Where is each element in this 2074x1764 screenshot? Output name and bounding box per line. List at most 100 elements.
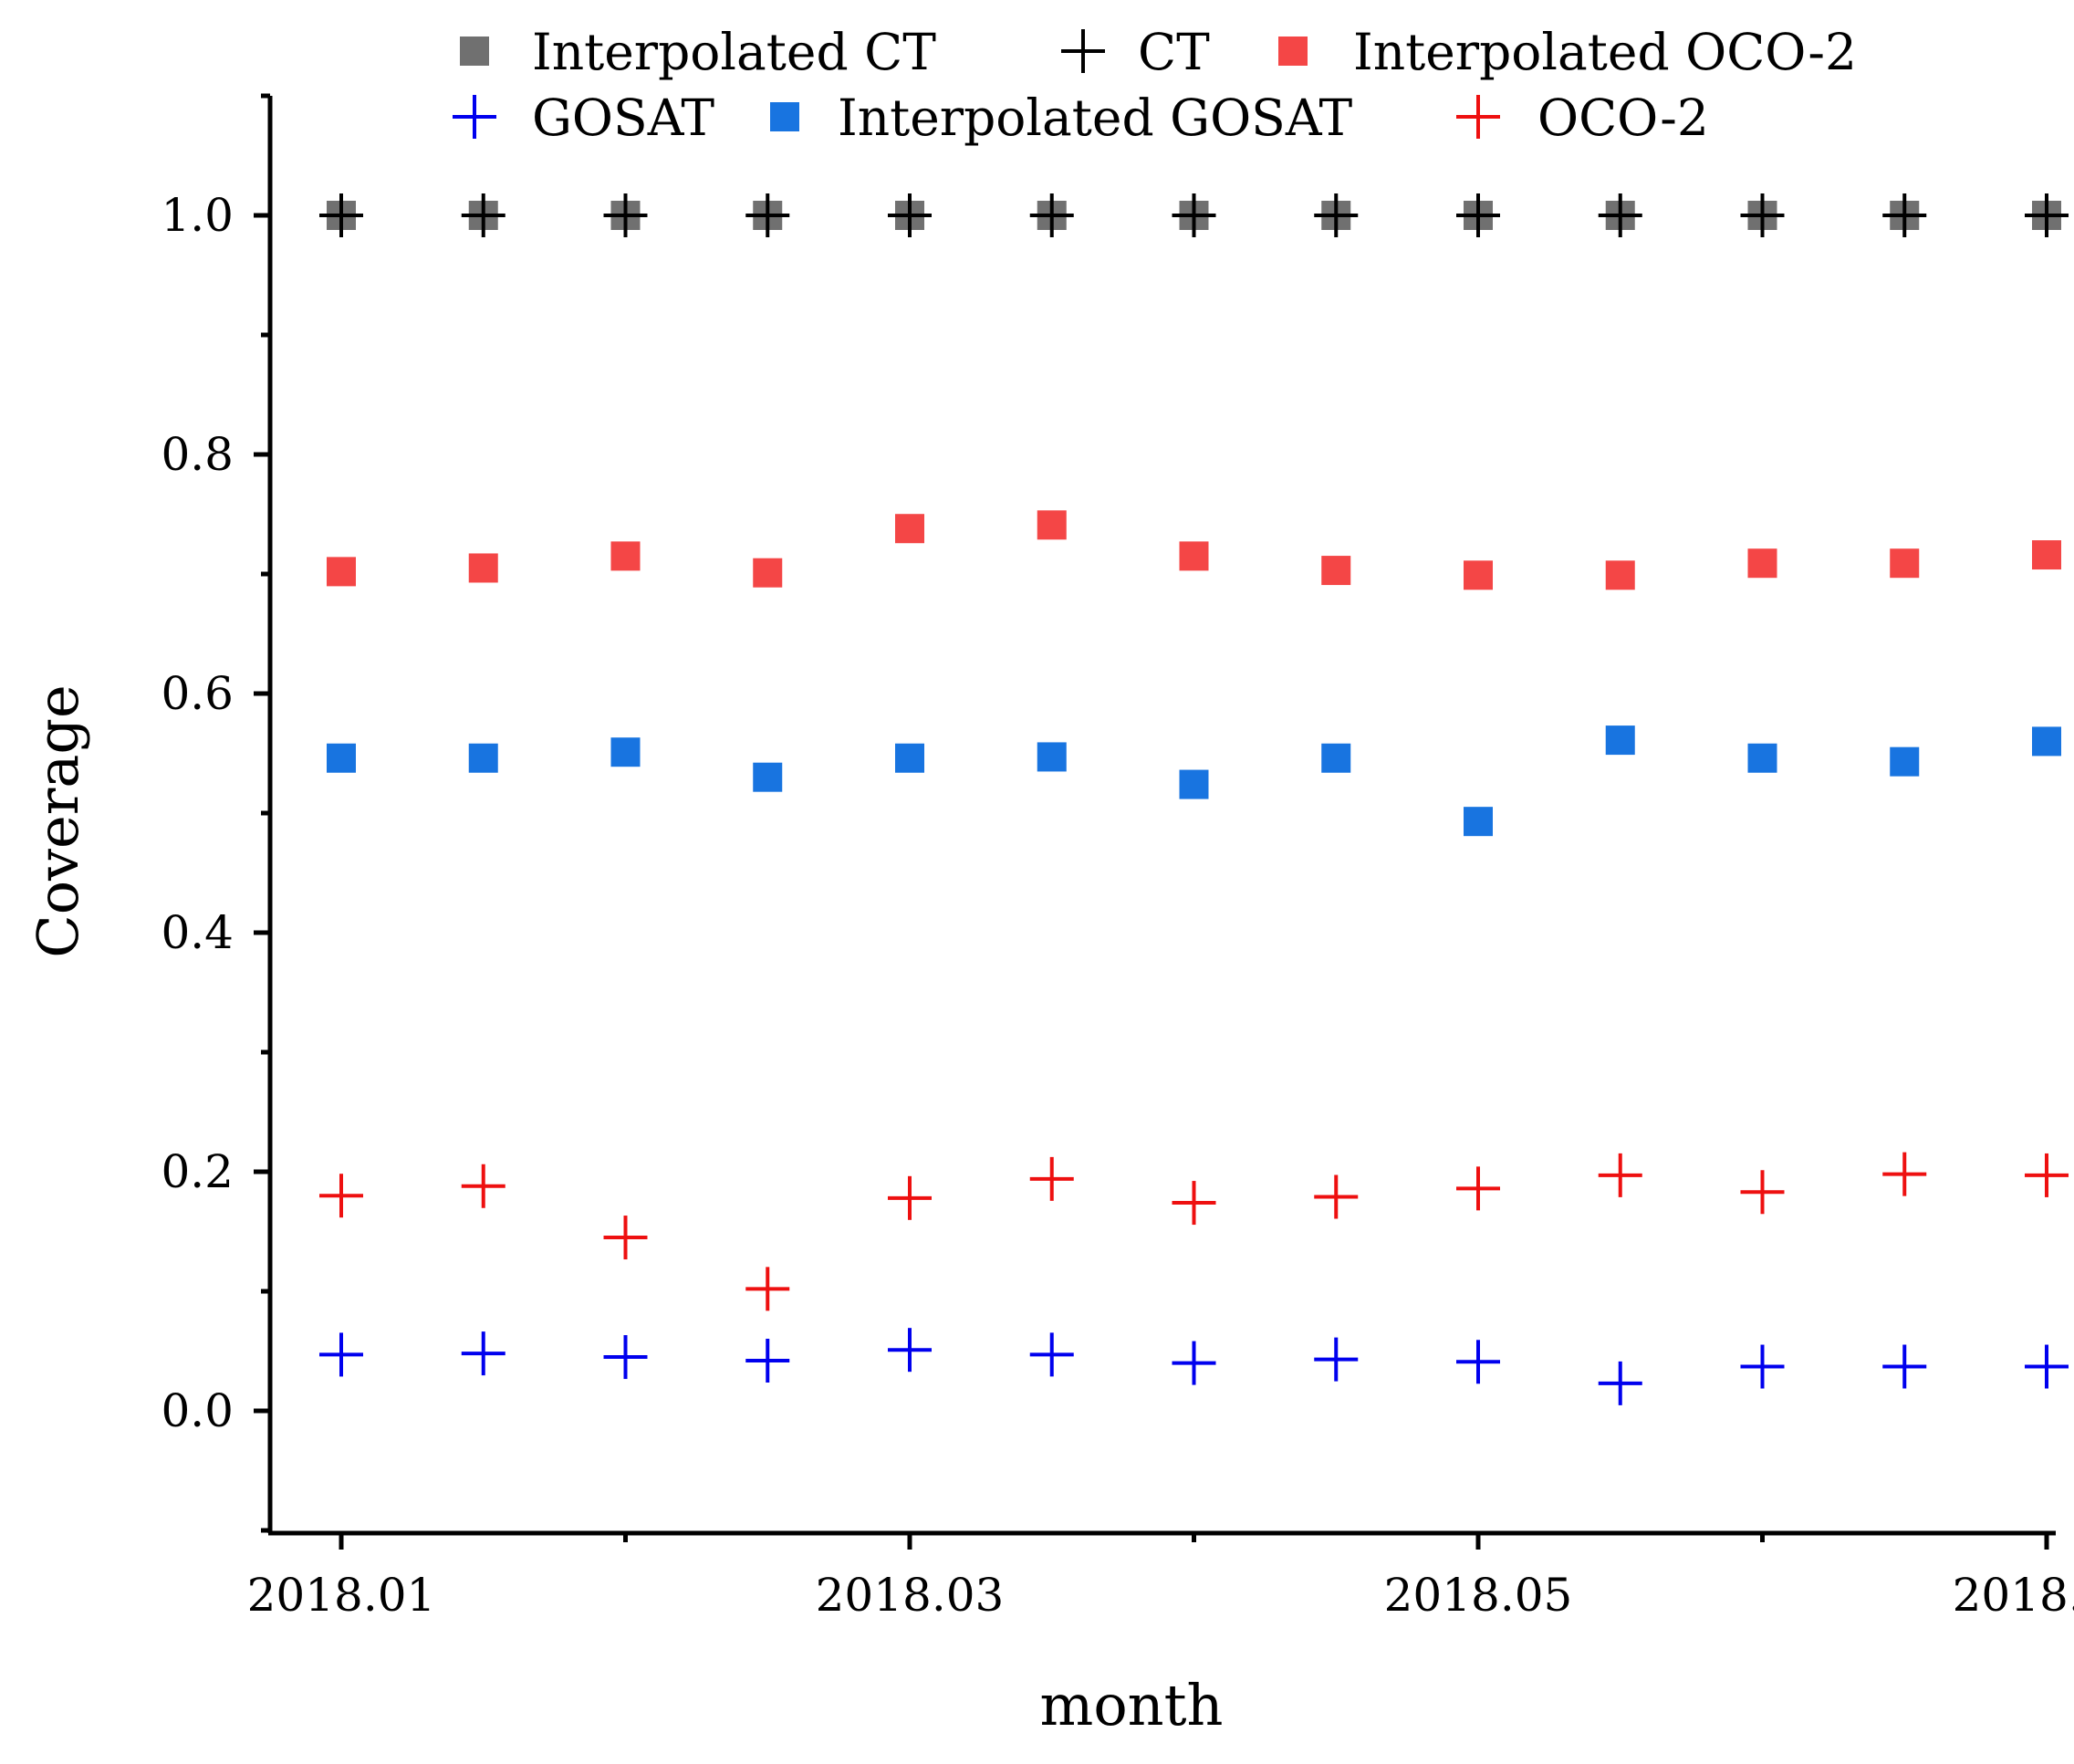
legend-symbol <box>453 95 496 139</box>
data-point <box>888 193 932 237</box>
data-point <box>753 558 783 588</box>
x-axis-title: month <box>1040 1672 1224 1738</box>
y-tick-label: 0.0 <box>161 1384 234 1437</box>
y-tick-label: 0.8 <box>161 428 234 481</box>
data-point <box>603 193 648 237</box>
series-oco-2 <box>319 1152 2069 1311</box>
legend-item: Interpolated OCO-2 <box>1278 23 1857 81</box>
data-point <box>1314 193 1359 237</box>
legend-label: OCO-2 <box>1537 89 1709 147</box>
data-point <box>1747 548 1777 579</box>
legend-item: GOSAT <box>453 89 714 147</box>
data-point <box>1179 541 1209 571</box>
legend-item: Interpolated CT <box>460 23 936 81</box>
legend-item: OCO-2 <box>1456 89 1709 147</box>
data-point <box>2025 193 2069 237</box>
data-point <box>1179 769 1209 799</box>
data-point <box>468 743 498 773</box>
data-point <box>2025 1344 2069 1389</box>
y-tick-label: 0.2 <box>161 1145 234 1198</box>
legend-symbol <box>1061 29 1105 73</box>
data-point <box>1890 746 1920 777</box>
data-point <box>603 1216 648 1260</box>
data-point <box>745 1267 790 1311</box>
axes: 0.0 0.2 0.4 0.6 0.8 1.0 2018.01 2018.03 2018.05 2… <box>161 93 2074 1622</box>
data-point <box>1172 1181 1216 1226</box>
series-interpolated-gosat <box>327 725 2061 837</box>
data-point <box>1029 193 1074 237</box>
data-point <box>1172 1341 1216 1385</box>
legend-label: Interpolated GOSAT <box>838 89 1353 147</box>
legend: Interpolated CT CT Interpolated OCO-2 GOSAT… <box>453 23 1857 147</box>
data-point <box>1029 1156 1074 1201</box>
data-point <box>1598 1153 1642 1197</box>
data-point <box>745 1338 790 1383</box>
data-point <box>1598 1361 1642 1405</box>
data-point <box>2025 1153 2069 1197</box>
data-point <box>1321 743 1351 773</box>
data-point <box>1747 743 1777 773</box>
y-tick-label: 1.0 <box>161 189 234 242</box>
data-point <box>603 1335 648 1380</box>
legend-label: Interpolated OCO-2 <box>1353 23 1857 81</box>
series-interpolated-oco-2 <box>327 510 2061 590</box>
data-point <box>1321 556 1351 586</box>
data-point <box>319 1174 363 1218</box>
data-point <box>753 762 783 792</box>
data-marks <box>319 193 2069 1405</box>
legend-label: CT <box>1138 23 1210 81</box>
legend-item: CT <box>1061 23 1210 81</box>
data-point <box>1464 807 1493 837</box>
data-point <box>888 1175 932 1220</box>
y-tick-label: 0.6 <box>161 667 234 720</box>
data-point <box>319 1332 363 1377</box>
data-point <box>745 193 790 237</box>
x-tick-label: 2018.05 <box>1384 1569 1573 1622</box>
data-point <box>1890 548 1920 579</box>
data-point <box>895 514 924 544</box>
data-point <box>1605 725 1635 756</box>
data-point <box>1456 1340 1500 1384</box>
data-point <box>1882 1152 1927 1196</box>
data-point <box>1456 1166 1500 1211</box>
data-point <box>1740 193 1785 237</box>
x-tick-label: 2018.07 <box>1953 1569 2074 1622</box>
data-point <box>1029 1332 1074 1377</box>
data-point <box>610 541 641 571</box>
data-point <box>610 737 641 767</box>
x-tick-label: 2018.01 <box>247 1569 436 1622</box>
data-point <box>1882 193 1927 237</box>
data-point <box>461 193 505 237</box>
data-point <box>461 1331 505 1376</box>
legend-symbol <box>1278 37 1308 66</box>
data-point <box>1037 510 1067 540</box>
data-point <box>468 553 498 583</box>
data-point <box>1740 1170 1785 1215</box>
data-point <box>1314 1337 1359 1382</box>
data-point <box>461 1164 505 1208</box>
data-point <box>1598 193 1642 237</box>
data-point <box>1740 1344 1785 1389</box>
legend-symbol <box>770 102 799 131</box>
legend-symbol <box>460 37 489 66</box>
series-gosat <box>319 1328 2069 1405</box>
data-point <box>327 557 356 587</box>
data-point <box>1605 560 1635 590</box>
data-point <box>1314 1174 1359 1219</box>
legend-label: GOSAT <box>532 89 714 147</box>
data-point <box>1882 1344 1927 1389</box>
data-point <box>327 743 356 773</box>
data-point <box>1037 742 1067 772</box>
data-point <box>2032 726 2061 757</box>
data-point <box>1464 560 1493 590</box>
legend-label: Interpolated CT <box>532 23 936 81</box>
x-tick-label: 2018.03 <box>816 1569 1005 1622</box>
y-axis-title: Coverage <box>25 684 91 957</box>
data-point <box>895 743 924 773</box>
data-point <box>2032 540 2061 570</box>
y-tick-label: 0.4 <box>161 906 234 959</box>
legend-symbol <box>1456 95 1500 139</box>
data-point <box>1172 193 1216 237</box>
